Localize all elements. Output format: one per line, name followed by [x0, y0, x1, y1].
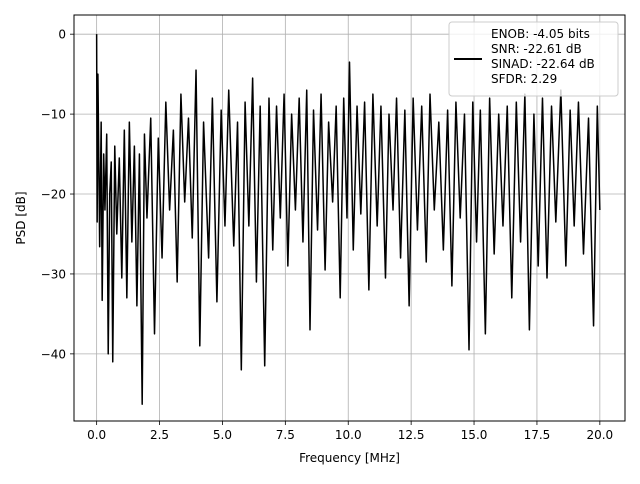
x-tick-label: 20.0: [586, 428, 613, 442]
legend-label-line: SFDR: 2.29: [491, 72, 557, 86]
y-axis-ticks: 0 −10 −20 −30 −40: [41, 28, 74, 361]
plot-area: [95, 34, 601, 405]
x-tick-label: 10.0: [335, 428, 362, 442]
axes-frame: [73, 14, 626, 422]
x-tick-label: 17.5: [524, 428, 551, 442]
psd-series-line: [95, 34, 601, 405]
legend-label-line: ENOB: -4.05 bits: [491, 27, 590, 41]
y-axis-label: PSD [dB]: [14, 191, 28, 244]
legend-label: ENOB: -4.05 bits SNR: -22.61 dB SINAD: -22…: [491, 27, 595, 86]
y-tick-label: −20: [41, 188, 66, 202]
y-tick-label: 0: [58, 28, 66, 42]
x-tick-label: 5.0: [213, 428, 232, 442]
x-tick-label: 7.5: [276, 428, 295, 442]
x-tick-label: 15.0: [461, 428, 488, 442]
x-tick-label: 12.5: [398, 428, 425, 442]
x-tick-label: 2.5: [150, 428, 169, 442]
y-tick-label: −30: [41, 267, 66, 281]
x-tick-label: 0.0: [87, 428, 106, 442]
y-tick-label: −40: [41, 347, 66, 361]
x-axis-ticks: 0.0 2.5 5.0 7.5 10.0 12.5 15.0 17.5 20.0: [87, 421, 613, 442]
legend-label-line: SINAD: -22.64 dB: [491, 57, 595, 71]
legend-label-line: SNR: -22.61 dB: [491, 42, 582, 56]
legend-box: [448, 21, 619, 97]
x-axis-label: Frequency [MHz]: [299, 451, 400, 465]
legend: ENOB: -4.05 bits SNR: -22.61 dB SINAD: -22…: [448, 21, 619, 97]
y-tick-label: −10: [41, 108, 66, 122]
